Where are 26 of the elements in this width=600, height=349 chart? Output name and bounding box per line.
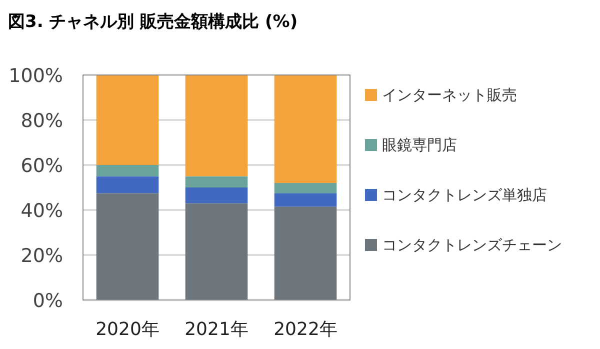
y-tick-label: 20% (20, 245, 63, 267)
chart-title: 図3. チャネル別 販売金額構成比 (%) (8, 12, 298, 32)
y-tick-label: 80% (20, 110, 63, 132)
bar (96, 193, 159, 300)
bar (185, 176, 248, 188)
x-tick-label: 2020年 (96, 319, 160, 340)
y-tick-label: 40% (20, 200, 63, 222)
bar (185, 75, 248, 176)
y-tick-label: 60% (20, 155, 63, 177)
legend-label: 眼鏡専門店 (382, 136, 457, 154)
bar (96, 165, 159, 176)
bar (185, 188, 248, 204)
bar (274, 183, 337, 194)
legend-label: コンタクトレンズチェーン (382, 236, 562, 254)
y-tick-label: 0% (32, 290, 63, 312)
x-tick-label: 2021年 (184, 319, 248, 340)
x-tick-label: 2022年 (274, 319, 338, 340)
bar (274, 193, 337, 207)
bar (274, 75, 337, 183)
bar (96, 176, 159, 194)
legend-label: インターネット販売 (382, 86, 517, 104)
bar (96, 75, 159, 165)
bar (185, 203, 248, 300)
bar (274, 206, 337, 300)
y-tick-label: 100% (8, 65, 63, 87)
legend-label: コンタクトレンズ単独店 (382, 186, 547, 204)
